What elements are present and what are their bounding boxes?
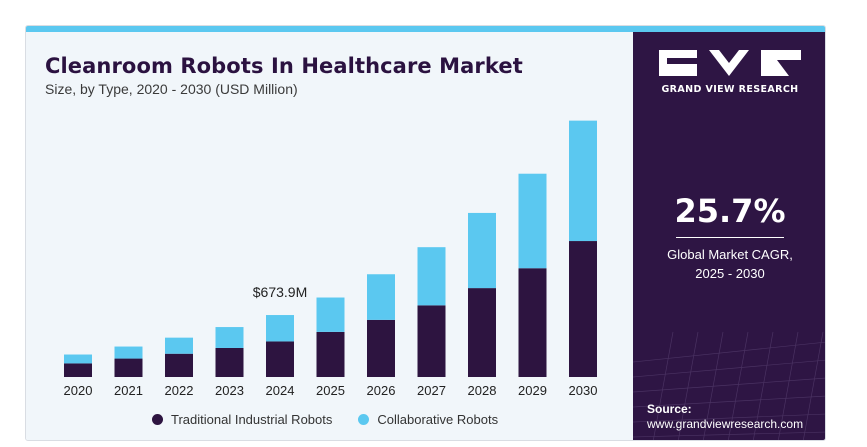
brand-name: GRAND VIEW RESEARCH bbox=[661, 84, 799, 95]
decorative-grid bbox=[633, 331, 825, 440]
bar-collaborative-2020 bbox=[64, 354, 92, 364]
x-tick-label: 2023 bbox=[215, 383, 244, 398]
cagr-label: Global Market CAGR, 2025 - 2030 bbox=[633, 245, 825, 283]
chart-subtitle: Size, by Type, 2020 - 2030 (USD Million) bbox=[45, 81, 298, 97]
cagr-label-line2: 2025 - 2030 bbox=[695, 266, 765, 281]
infographic-card: Cleanroom Robots In Healthcare Market Si… bbox=[25, 25, 826, 441]
bar-collaborative-2026 bbox=[367, 274, 395, 320]
data-label-annotation: $673.9M bbox=[253, 284, 307, 300]
legend-swatch-traditional bbox=[152, 414, 163, 425]
bar-traditional-2028 bbox=[468, 288, 496, 377]
bar-traditional-2030 bbox=[569, 241, 597, 377]
bar-collaborative-2029 bbox=[518, 173, 547, 269]
x-tick-label: 2029 bbox=[518, 383, 547, 398]
legend-swatch-collaborative bbox=[358, 414, 370, 425]
bar-traditional-2029 bbox=[518, 268, 547, 377]
x-tick-label: 2030 bbox=[569, 383, 598, 398]
cagr-value: 25.7% bbox=[674, 192, 786, 230]
bar-collaborative-2022 bbox=[165, 337, 193, 354]
source-note: Source: www.grandviewresearch.com bbox=[647, 402, 803, 432]
bar-collaborative-2028 bbox=[468, 212, 496, 289]
bar-collaborative-2030 bbox=[569, 120, 597, 242]
legend-label-collaborative: Collaborative Robots bbox=[377, 412, 499, 427]
legend-label-traditional: Traditional Industrial Robots bbox=[171, 412, 333, 427]
top-accent-bar bbox=[26, 26, 825, 32]
bar-traditional-2027 bbox=[417, 305, 446, 377]
bar-collaborative-2021 bbox=[114, 346, 143, 359]
legend-item-traditional: Traditional Industrial Robots bbox=[152, 412, 332, 427]
bar-collaborative-2027 bbox=[417, 247, 446, 306]
chart-legend: Traditional Industrial Robots Collaborat… bbox=[152, 412, 524, 427]
bar-traditional-2023 bbox=[215, 347, 244, 377]
x-tick-label: 2021 bbox=[114, 383, 143, 398]
bar-traditional-2024 bbox=[266, 341, 294, 377]
legend-item-collaborative: Collaborative Robots bbox=[358, 412, 498, 427]
source-label: Source: bbox=[647, 402, 692, 416]
x-tick-label: 2027 bbox=[417, 383, 446, 398]
bar-traditional-2026 bbox=[367, 319, 395, 377]
chart-panel: Cleanroom Robots In Healthcare Market Si… bbox=[26, 32, 633, 440]
x-tick-label: 2026 bbox=[367, 383, 396, 398]
bar-traditional-2022 bbox=[165, 353, 193, 377]
brand-panel: GRAND VIEW RESEARCH 25.7% Global Market … bbox=[633, 32, 825, 440]
bar-traditional-2021 bbox=[114, 358, 143, 377]
x-tick-label: 2022 bbox=[165, 383, 194, 398]
bar-collaborative-2024 bbox=[266, 315, 294, 342]
chart-title: Cleanroom Robots In Healthcare Market bbox=[45, 54, 523, 78]
bar-chart: 2020 2021 2022 2023 2024 $673.9M 2025 2026 2027 2… bbox=[64, 120, 598, 398]
bar-collaborative-2023 bbox=[215, 327, 244, 348]
cagr-label-line1: Global Market CAGR, bbox=[667, 247, 793, 262]
x-tick-label: 2028 bbox=[468, 383, 497, 398]
bar-collaborative-2025 bbox=[316, 297, 345, 332]
x-tick-label: 2024 bbox=[266, 383, 295, 398]
bar-traditional-2025 bbox=[316, 331, 345, 377]
source-url[interactable]: www.grandviewresearch.com bbox=[647, 417, 804, 431]
x-tick-label: 2025 bbox=[316, 383, 345, 398]
bar-traditional-2020 bbox=[64, 363, 92, 377]
gvr-logo-icon bbox=[659, 50, 801, 76]
cagr-divider bbox=[676, 237, 784, 238]
x-tick-label: 2020 bbox=[64, 383, 93, 398]
